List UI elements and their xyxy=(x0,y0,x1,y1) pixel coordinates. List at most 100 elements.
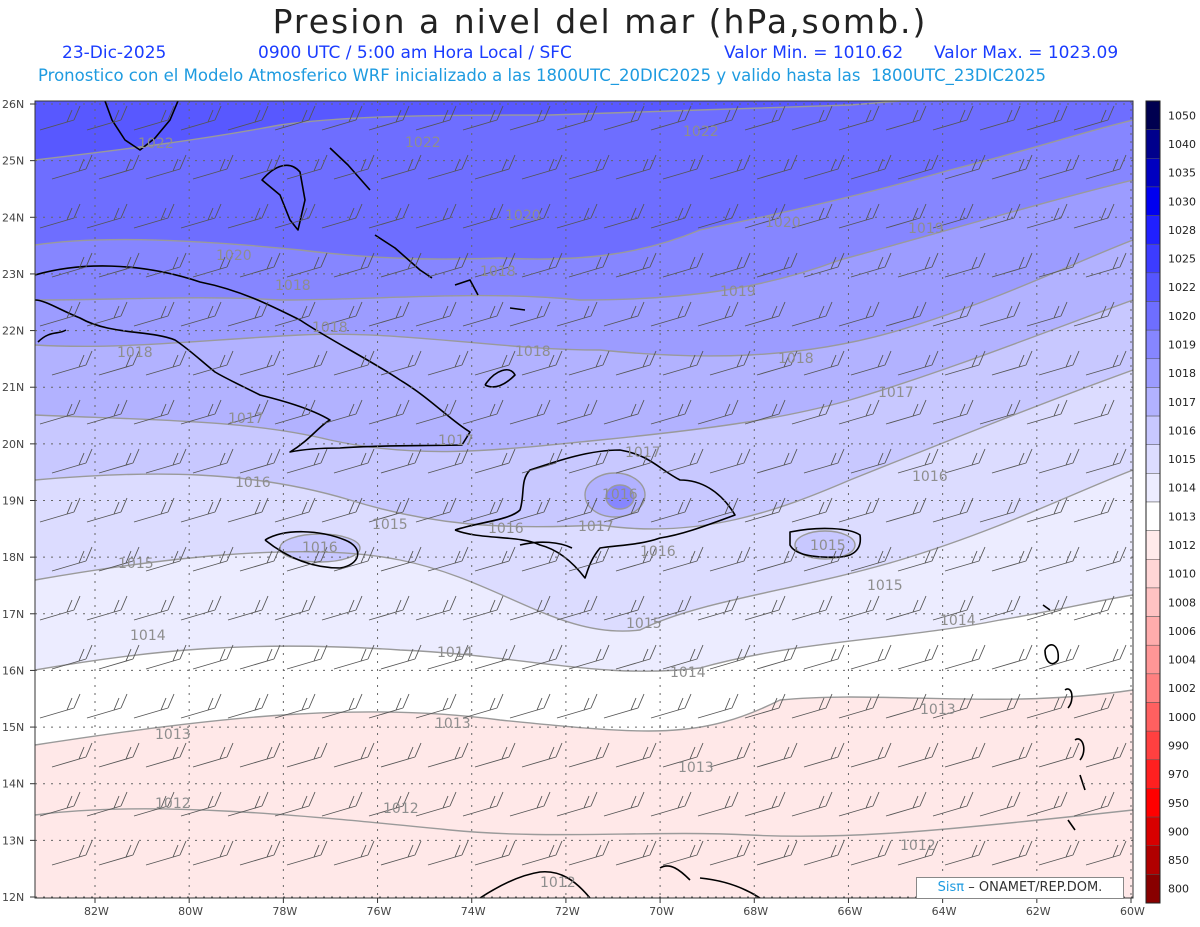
wind-barb xyxy=(145,350,187,376)
wind-barb xyxy=(709,154,751,180)
wind-barb xyxy=(239,840,281,866)
isobar-label: 1017 xyxy=(625,445,661,461)
wind-barb xyxy=(380,546,422,572)
colorbar-swatch xyxy=(1145,673,1161,703)
wind-barb xyxy=(615,448,657,474)
isobar-label: 1013 xyxy=(678,760,714,776)
wind-barb xyxy=(133,203,175,229)
wind-barb xyxy=(239,252,281,278)
wind-barb xyxy=(1085,742,1127,768)
colorbar-label: 1010 xyxy=(1168,568,1196,581)
wind-barb xyxy=(98,252,140,278)
wind-barb xyxy=(603,301,645,327)
wind-barb xyxy=(415,595,457,621)
wind-barb xyxy=(603,203,645,229)
wind-barb xyxy=(885,301,927,327)
wind-barb xyxy=(756,840,798,866)
wind-barb xyxy=(227,595,269,621)
wind-barb xyxy=(991,252,1033,278)
wind-barb xyxy=(709,252,751,278)
colorbar-label: 1040 xyxy=(1168,138,1196,151)
forecast-time: 0900 UTC / 5:00 am Hora Local / SFC xyxy=(258,43,572,63)
wind-barb xyxy=(991,350,1033,376)
wind-barb xyxy=(227,203,269,229)
wind-barb xyxy=(568,252,610,278)
wind-barb xyxy=(1038,840,1080,866)
lon-label: 66W xyxy=(837,905,862,918)
wind-barb xyxy=(368,399,410,425)
colorbar-swatch xyxy=(1145,845,1161,875)
wind-barb xyxy=(709,840,751,866)
wind-barb xyxy=(744,497,786,523)
colorbar-swatch xyxy=(1145,329,1161,360)
wind-barb xyxy=(239,154,281,180)
colorbar-swatch xyxy=(1145,129,1161,159)
wind-barb xyxy=(615,840,657,866)
isobar-label: 1015 xyxy=(867,578,903,594)
wind-barb xyxy=(897,644,939,670)
wind-barb xyxy=(462,693,504,719)
wind-barb xyxy=(51,546,93,572)
isobar-label: 1013 xyxy=(155,727,191,743)
wind-barb xyxy=(897,154,939,180)
wind-barb xyxy=(286,350,328,376)
wind-barb xyxy=(321,693,363,719)
lon-label: 64W xyxy=(932,905,957,918)
wind-barb xyxy=(145,644,187,670)
wind-barb xyxy=(662,350,704,376)
wind-barb xyxy=(1038,448,1080,474)
wind-barb xyxy=(603,105,645,131)
map-title: Presion a nivel del mar (hPa,somb.) xyxy=(272,2,928,41)
isobar-label: 1017 xyxy=(878,385,914,401)
wind-barb xyxy=(662,252,704,278)
wind-barb xyxy=(39,203,81,229)
lon-label: 60W xyxy=(1120,905,1145,918)
isobar-label: 1017 xyxy=(438,433,474,449)
wind-barb xyxy=(286,742,328,768)
wind-barbs xyxy=(39,105,1127,866)
wind-barb xyxy=(791,105,833,131)
wind-barb xyxy=(239,546,281,572)
isobar-label: 1017 xyxy=(228,411,264,427)
colorbar-label: 1015 xyxy=(1168,453,1196,466)
isobar-label: 1018 xyxy=(515,344,551,360)
wind-barb xyxy=(568,840,610,866)
wind-barb xyxy=(321,399,363,425)
isobar-label: 1012 xyxy=(383,801,419,817)
wind-barb xyxy=(803,644,845,670)
wind-barb xyxy=(850,742,892,768)
wind-barb xyxy=(286,252,328,278)
wind-barb xyxy=(697,203,739,229)
colorbar-label: 1014 xyxy=(1168,482,1196,495)
wind-barb xyxy=(51,350,93,376)
colorbar-label: 970 xyxy=(1168,768,1189,781)
wind-barb xyxy=(1038,154,1080,180)
wind-barb xyxy=(274,301,316,327)
wind-barb xyxy=(991,840,1033,866)
wind-barb xyxy=(521,350,563,376)
wind-barb xyxy=(521,742,563,768)
florida-coast xyxy=(104,101,179,151)
wind-barb xyxy=(791,301,833,327)
wind-barb xyxy=(744,301,786,327)
colorbar-label: 1020 xyxy=(1168,310,1196,323)
hispaniola-coast xyxy=(454,449,736,579)
credit-box: Sisπ – ONAMET/REP.DOM. xyxy=(916,877,1124,899)
wind-barb xyxy=(145,840,187,866)
wind-barb xyxy=(368,595,410,621)
wind-barb xyxy=(850,154,892,180)
colorbar-label: 1018 xyxy=(1168,367,1196,380)
isobar-label: 1012 xyxy=(900,838,936,854)
wind-barb xyxy=(86,693,128,719)
colorbar-swatch xyxy=(1145,301,1161,331)
wind-barb xyxy=(145,154,187,180)
wind-barb xyxy=(180,791,222,817)
min-value: Valor Min. = 1010.62 xyxy=(724,43,904,63)
wind-barb xyxy=(415,791,457,817)
isobar-label: 1015 xyxy=(810,538,846,554)
wind-barb xyxy=(1026,595,1068,621)
wind-barb xyxy=(98,350,140,376)
wind-barb xyxy=(180,105,222,131)
colorbar-swatch xyxy=(1145,587,1161,617)
lon-label: 68W xyxy=(743,905,768,918)
